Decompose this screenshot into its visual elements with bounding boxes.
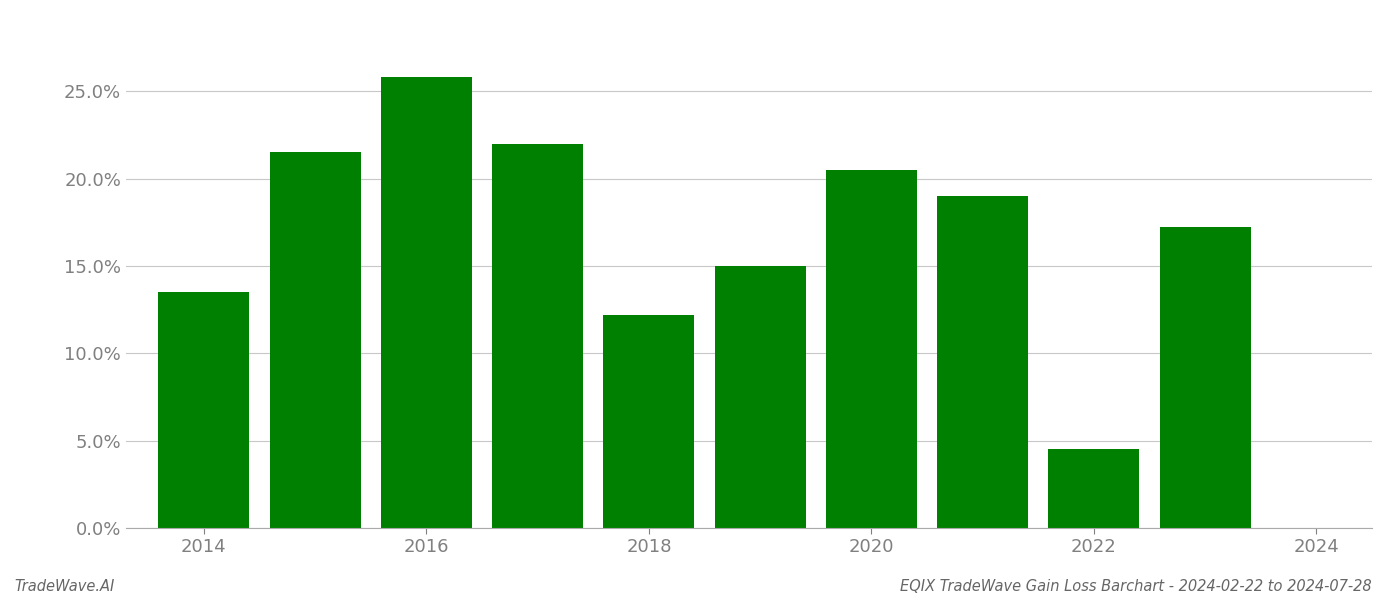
Bar <box>270 152 361 528</box>
Bar <box>826 170 917 528</box>
Bar <box>158 292 249 528</box>
Bar <box>1159 227 1250 528</box>
Bar <box>714 266 806 528</box>
Bar <box>1049 449 1140 528</box>
Text: EQIX TradeWave Gain Loss Barchart - 2024-02-22 to 2024-07-28: EQIX TradeWave Gain Loss Barchart - 2024… <box>900 579 1372 594</box>
Bar <box>491 143 584 528</box>
Bar <box>381 77 472 528</box>
Bar <box>937 196 1028 528</box>
Bar <box>603 315 694 528</box>
Text: TradeWave.AI: TradeWave.AI <box>14 579 115 594</box>
